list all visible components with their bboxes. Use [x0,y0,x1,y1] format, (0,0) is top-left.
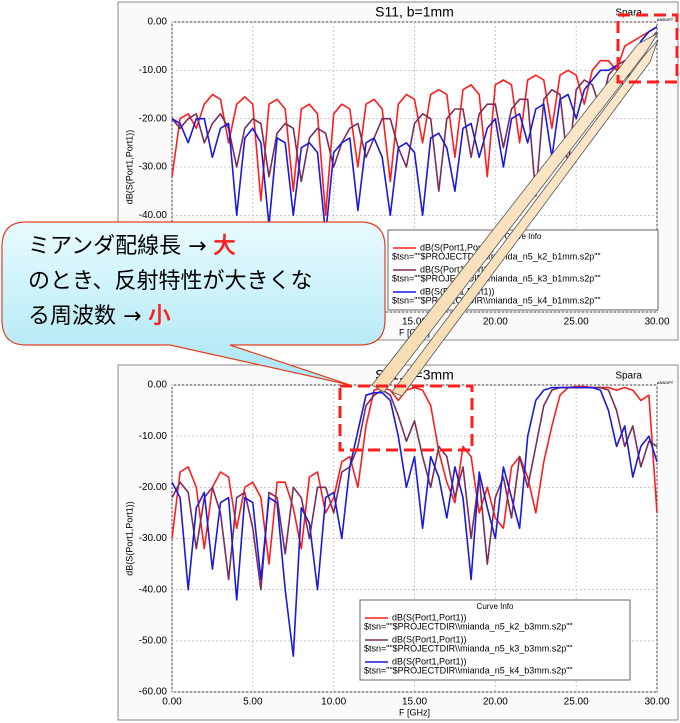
chart: S11, b=3mmSparaANSOFT0.00-10.00-20.00-30… [117,364,679,721]
y-tick-label: -20.00 [139,482,168,493]
legend-expression: $tsn=""$PROJECTDIR\\mianda_n5_k2_b3mm.s2… [364,621,573,631]
y-tick-label: -20.00 [139,113,168,124]
series-line [171,31,658,197]
x-tick-label: 20.00 [483,697,508,708]
series-line [171,26,658,236]
y-tick-label: -10.00 [139,65,168,76]
x-tick-label: 30.00 [644,317,669,328]
x-axis-label: F [GHz] [399,707,430,717]
annotations [338,13,679,452]
x-tick-label: 20.00 [483,317,508,328]
highlight-box [338,384,474,452]
x-tick-label: 10.00 [321,697,346,708]
legend-box [359,599,631,681]
callout-text: のとき、反射特性が大きくな [28,269,312,294]
legend-entry: dB(S(Port1,Port1)) [420,242,495,252]
logo: ANSOFT [657,17,674,22]
callout: ミアンダ配線長 → 大 のとき、反射特性が大きくな る周波数 → 小 [1,221,386,386]
series-line [171,385,658,565]
legend-expression: $tsn=""$PROJECTDIR\\mianda_n5_k4_b1mm.s2… [392,295,601,305]
series-line [171,26,658,217]
callout-emphasis: 大 [214,234,236,259]
legend-box [387,229,659,311]
series-line [171,386,658,657]
pointer-arrow [371,32,659,393]
x-tick-label: 15.00 [402,317,427,328]
callout-text: る周波数 → [28,304,148,329]
y-tick-label: -50.00 [139,635,168,646]
y-tick-label: 0.00 [148,380,168,391]
callout-line: る周波数 → 小 [28,304,170,329]
y-tick-label: -10.00 [139,431,168,442]
legend-expression: $tsn=""$PROJECTDIR\\mianda_n5_k4_b3mm.s2… [364,665,573,675]
x-tick-label: 25.00 [564,317,589,328]
y-axis-label: dB(S(Port1,Port1)) [124,501,134,576]
y-tick-label: -30.00 [139,162,168,173]
y-axis-label: dB(S(Port1,Port1)) [124,130,134,205]
legend-title: Curve Info [505,232,542,241]
x-tick-label: 0.00 [162,697,182,708]
legend-entry: dB(S(Port1,Port1)) [420,264,495,274]
legend-expression: $tsn=""$PROJECTDIR\\mianda_n5_k3_b3mm.s2… [364,643,573,653]
x-tick-label: 5.00 [243,697,263,708]
y-tick-label: -30.00 [139,533,168,544]
legend-entry: dB(S(Port1,Port1)) [392,656,467,666]
callout-emphasis: 小 [148,304,170,329]
chart-label: Spara [615,371,642,382]
legend-expression: $tsn=""$PROJECTDIR\\mianda_n5_k3_b1mm.s2… [392,273,601,283]
legend: Curve InfodB(S(Port1,Port1))$tsn=""$PROJ… [387,229,659,311]
legend-title: Curve Info [477,602,514,611]
logo: ANSOFT [657,380,674,385]
x-tick-label: 30.00 [644,697,669,708]
callout-text: ミアンダ配線長 → [28,234,214,259]
x-tick-label: 25.00 [564,697,589,708]
callout-line: ミアンダ配線長 → 大 [28,234,236,259]
callout-line: のとき、反射特性が大きくな [28,269,312,294]
chart-title: S11, b=1mm [375,4,454,20]
y-tick-label: -40.00 [139,210,168,221]
legend-entry: dB(S(Port1,Port1)) [392,634,467,644]
x-tick-label: 15.00 [402,697,427,708]
legend: Curve InfodB(S(Port1,Port1))$tsn=""$PROJ… [359,599,631,681]
y-tick-label: -40.00 [139,584,168,595]
y-tick-label: 0.00 [148,17,168,28]
highlight-box [616,13,679,84]
legend-entry: dB(S(Port1,Port1)) [392,612,467,622]
y-tick-label: -60.00 [139,687,168,698]
callout-bubble [1,221,386,386]
chart-label: Spara [615,8,642,19]
pointer-arrow [391,39,659,397]
